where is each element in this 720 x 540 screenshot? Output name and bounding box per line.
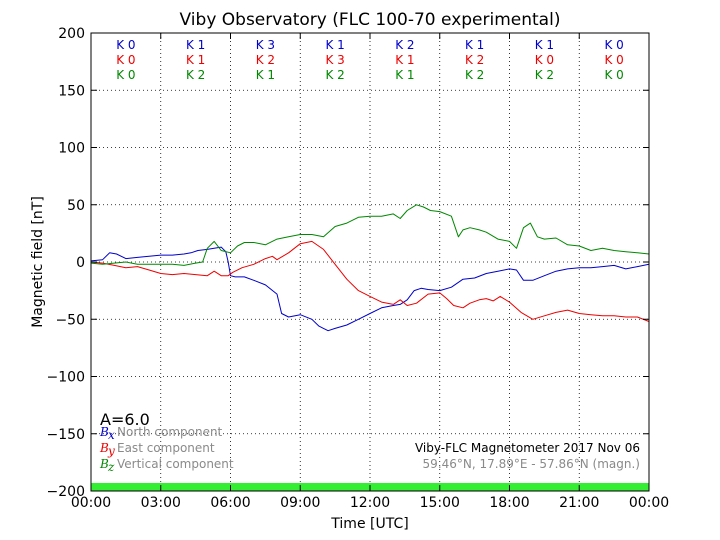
legend-symbol: B xyxy=(99,425,109,439)
series-line xyxy=(90,240,650,322)
k-index-label: K 2 xyxy=(256,53,275,67)
axis-ticks xyxy=(90,32,650,492)
legend-entry: North component xyxy=(117,425,223,439)
x-tick-label: 15:00 xyxy=(420,495,460,511)
x-tick-label: 18:00 xyxy=(489,495,529,511)
y-axis-label: Magnetic field [nT] xyxy=(30,196,46,328)
k-index-label: K 0 xyxy=(116,68,135,82)
y-tick-label: 50 xyxy=(67,198,85,214)
a-index-value: A=6.0 xyxy=(100,410,150,429)
x-tick-label: 06:00 xyxy=(210,495,250,511)
k-index-label: K 3 xyxy=(256,38,275,52)
k-index-label: K 2 xyxy=(535,68,554,82)
legend-symbol: B xyxy=(99,441,109,455)
k-index-label: K 0 xyxy=(116,53,135,67)
x-tick-labels: 00:00 03:00 06:00 09:00 12:00 15:00 18:00 21:00… xyxy=(71,495,669,511)
k-index-label: K 2 xyxy=(465,68,484,82)
instrument-info: Viby-FLC Magnetometer 2017 Nov 06 xyxy=(415,441,640,455)
y-tick-label: −200 xyxy=(47,484,85,500)
k-index-label: K 1 xyxy=(395,53,414,67)
x-tick-label: 21:00 xyxy=(559,495,599,511)
y-tick-label: −150 xyxy=(47,427,85,443)
y-tick-label: −100 xyxy=(47,370,85,386)
legend-subscript: z xyxy=(107,460,115,474)
k-index-label: K 0 xyxy=(116,38,135,52)
x-tick-label: 00:00 xyxy=(71,495,111,511)
legend-entry: East component xyxy=(117,441,215,455)
x-tick-label: 03:00 xyxy=(141,495,181,511)
y-tick-label: −50 xyxy=(55,312,85,328)
k-index-label: K 0 xyxy=(604,68,623,82)
y-tick-label: 0 xyxy=(76,255,85,271)
k-index-label: K 1 xyxy=(256,68,275,82)
series-line xyxy=(90,204,650,266)
legend-symbol: B xyxy=(99,457,109,471)
y-tick-label: 100 xyxy=(58,141,85,157)
y-tick-label: 150 xyxy=(58,83,85,99)
k-index-label: K 0 xyxy=(535,53,554,67)
x-tick-label: 09:00 xyxy=(280,495,320,511)
k-index-label: K 2 xyxy=(186,68,205,82)
chart-title: Viby Observatory (FLC 100-70 experimenta… xyxy=(180,10,561,30)
x-tick-label: 12:00 xyxy=(350,495,390,511)
k-index-label: K 1 xyxy=(395,68,414,82)
k-index-label: K 2 xyxy=(325,68,344,82)
legend-subscript: y xyxy=(107,444,115,458)
k-index-label: K 1 xyxy=(465,38,484,52)
x-axis-label: Time [UTC] xyxy=(330,516,408,532)
k-index-label: K 3 xyxy=(325,53,344,67)
k-index-label: K 2 xyxy=(465,53,484,67)
legend-subscript: x xyxy=(108,428,115,442)
series-line xyxy=(90,246,650,332)
k-index-label: K 0 xyxy=(604,38,623,52)
k-index-label: K 0 xyxy=(604,53,623,67)
legend-entry: Vertical component xyxy=(117,457,234,471)
x-tick-label: 00:00 xyxy=(629,495,669,511)
k-index-label: K 1 xyxy=(186,53,205,67)
k-index-label: K 2 xyxy=(395,38,414,52)
y-tick-label: 200 xyxy=(58,26,85,42)
k-index-label: K 1 xyxy=(535,38,554,52)
y-tick-labels: 200 150 100 50 0 −50 −100 −150 −200 xyxy=(47,26,85,500)
location-info: 59.46°N, 17.89°E - 57.86°N (magn.) xyxy=(423,457,640,471)
grid-lines xyxy=(91,33,649,491)
k-index-label: K 1 xyxy=(186,38,205,52)
series-lines xyxy=(90,204,650,332)
k-index-label: K 1 xyxy=(325,38,344,52)
